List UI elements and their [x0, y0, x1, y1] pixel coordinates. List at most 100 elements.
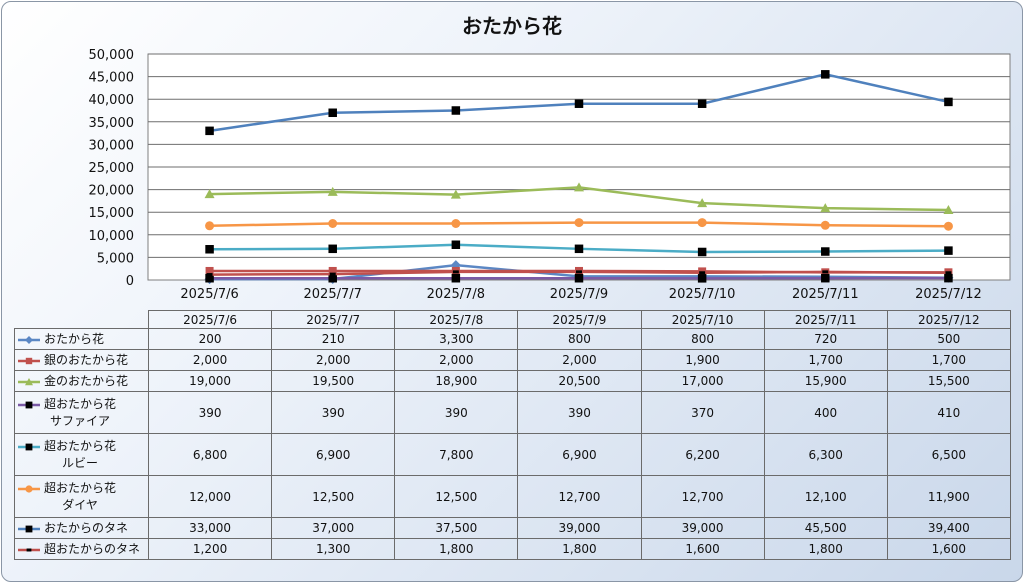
value-cell: 12,500: [271, 475, 396, 518]
y-tick-label: 30,000: [89, 138, 135, 153]
data-point: [697, 247, 707, 257]
data-point: [205, 273, 214, 283]
table-row: 超おたから花 ダイヤ 12,000 12,500 12,500 12,700 12,700 1…: [14, 475, 1011, 518]
table-row: 銀のおたから花 2,000 2,000 2,000 2,000 1,900 1,700 1,7…: [14, 349, 1011, 371]
data-point: [820, 203, 831, 213]
value-cell: 1,600: [886, 538, 1011, 560]
value-cell: 1,800: [394, 538, 519, 560]
data-point: [328, 219, 338, 228]
data-point: [574, 99, 584, 108]
legend-key: [18, 401, 40, 408]
legend-key: [18, 377, 40, 385]
table-row: 金のおたから花 19,000 19,500 18,900 20,500 17,000 15,…: [14, 370, 1011, 392]
data-point: [328, 108, 337, 118]
data-point: [945, 271, 952, 275]
value-cell: 1,600: [640, 538, 765, 560]
value-cell: 390: [147, 391, 273, 434]
y-tick-label: 0: [126, 274, 134, 289]
y-tick-label: 40,000: [89, 93, 135, 108]
data-point: [451, 273, 461, 283]
data-point: [574, 182, 584, 192]
value-cell: 11,900: [886, 475, 1011, 518]
data-point: [328, 266, 337, 275]
legend-key: [18, 335, 40, 344]
table-row: おたからのタネ 33,000 37,000 37,500 39,000 39,000 45,…: [14, 517, 1011, 539]
value-cell: 2,000: [394, 349, 519, 371]
y-tick-label: 10,000: [89, 229, 135, 244]
value-cell: 2,000: [271, 349, 396, 371]
series-name: おたからのタネ: [44, 520, 129, 535]
value-cell: 6,900: [517, 433, 642, 476]
value-cell: 800: [640, 328, 765, 350]
value-cell: 370: [640, 391, 765, 434]
value-cell: 500: [886, 328, 1011, 350]
table-row: おたから花 200 210 3,300 800 800 720 500: [14, 328, 1011, 350]
data-point: [205, 245, 214, 254]
value-cell: 12,700: [517, 475, 642, 518]
data-point: [574, 244, 584, 254]
date-header-row: 2025/7/6 2025/7/7 2025/7/8 2025/7/9 2025/7/1…: [14, 310, 1011, 329]
value-cell: 15,900: [763, 370, 888, 392]
value-cell: 410: [886, 391, 1011, 434]
y-tick-label: 20,000: [89, 184, 135, 199]
table-date-header: 2025/7/8: [394, 310, 519, 329]
data-point: [25, 443, 33, 450]
x-tick-label: 2025/7/12: [915, 287, 982, 302]
data-point: [452, 270, 459, 274]
value-cell: 1,700: [763, 349, 888, 371]
data-point: [576, 270, 582, 274]
x-tick-label: 2025/7/9: [550, 287, 608, 302]
value-cell: 39,000: [517, 517, 642, 539]
value-cell: 800: [517, 328, 642, 350]
data-point: [944, 246, 953, 255]
data-point: [25, 357, 33, 364]
data-point: [205, 126, 214, 136]
value-cell: 720: [763, 328, 888, 350]
value-cell: 200: [147, 328, 273, 350]
data-point: [206, 273, 213, 277]
value-cell: 19,000: [147, 370, 273, 392]
value-cell: 45,500: [763, 517, 888, 539]
table-row: 超おたからのタネ 1,200 1,300 1,800 1,800 1,600 1,800 1,…: [14, 538, 1011, 560]
table-date-header: 2025/7/9: [517, 310, 642, 329]
data-point: [25, 484, 33, 493]
x-tick-label: 2025/7/11: [792, 287, 859, 302]
series-name: 超おたからのタネ: [44, 541, 141, 556]
data-point: [327, 186, 338, 196]
data-point: [944, 97, 953, 107]
y-tick-label: 15,000: [89, 206, 135, 221]
table-date-header: 2025/7/11: [763, 310, 888, 329]
value-cell: 210: [271, 328, 396, 350]
value-cell: 33,000: [147, 517, 273, 539]
value-cell: 6,900: [271, 433, 396, 476]
value-cell: 37,500: [394, 517, 519, 539]
value-cell: 1,300: [271, 538, 396, 560]
legend-key: [18, 357, 40, 364]
table-row: 超おたから花 サファイア 390 390 390 390 370 400 410: [14, 391, 1011, 434]
data-point: [328, 273, 337, 283]
data-point: [821, 70, 830, 79]
series-label-cell: 超おたから花 サファイア: [14, 391, 149, 434]
series-label-cell: おたからのタネ: [14, 517, 149, 539]
series-name: 超おたから花: [44, 480, 117, 495]
value-cell: 6,200: [640, 433, 765, 476]
value-cell: 20,500: [517, 370, 642, 392]
legend-key: [18, 548, 40, 551]
value-cell: 39,400: [886, 517, 1011, 539]
value-cell: 390: [517, 391, 642, 434]
value-cell: 1,200: [147, 538, 273, 560]
series-name: おたから花: [44, 331, 105, 346]
value-cell: 19,500: [271, 370, 396, 392]
table-date-header: 2025/7/10: [640, 310, 765, 329]
value-cell: 6,800: [147, 433, 273, 476]
data-point: [204, 189, 215, 199]
data-point: [944, 273, 953, 283]
x-tick-label: 2025/7/6: [180, 287, 238, 302]
value-cell: 17,000: [640, 370, 765, 392]
legend-key: [18, 484, 40, 493]
value-cell: 6,500: [886, 433, 1011, 476]
value-cell: 1,900: [640, 349, 765, 371]
data-point: [451, 219, 461, 228]
data-point: [451, 240, 461, 249]
data-point: [821, 273, 830, 283]
